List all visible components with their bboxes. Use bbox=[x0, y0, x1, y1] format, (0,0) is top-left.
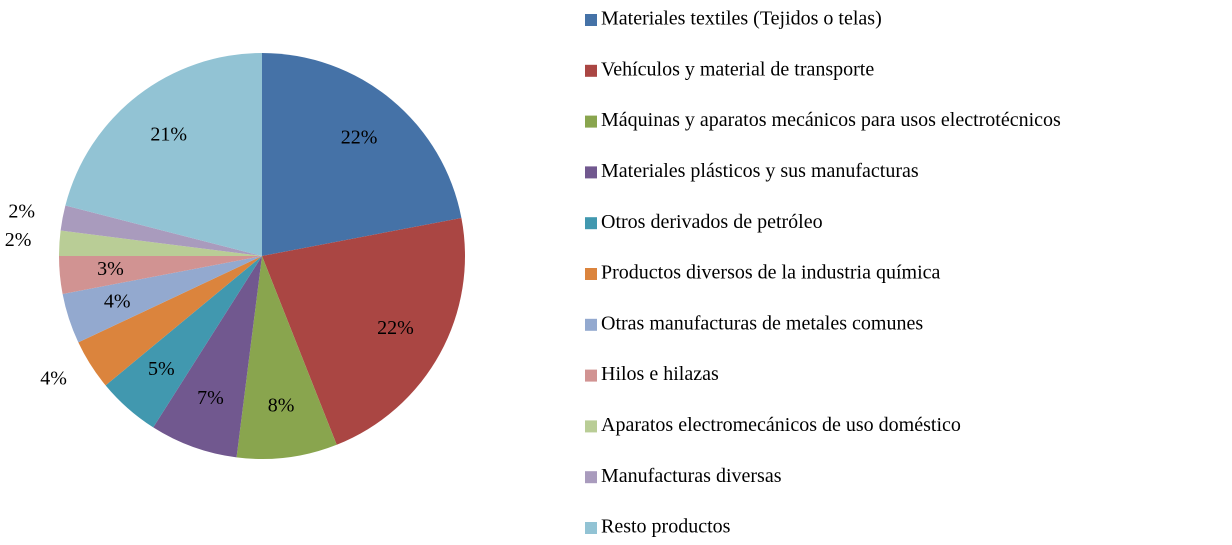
legend-label: Manufacturas diversas bbox=[601, 465, 782, 487]
slice-label: 5% bbox=[148, 358, 175, 380]
legend-swatch bbox=[585, 115, 597, 128]
slice-label: 2% bbox=[8, 200, 35, 222]
legend-swatch bbox=[585, 369, 597, 382]
legend-label: Otros derivados de petróleo bbox=[601, 211, 823, 233]
legend-label: Hilos e hilazas bbox=[601, 363, 719, 385]
legend-swatch bbox=[585, 166, 597, 179]
pie-slice bbox=[236, 256, 337, 459]
legend-label: Materiales plásticos y sus manufacturas bbox=[601, 160, 919, 182]
legend-swatch bbox=[585, 268, 597, 280]
pie-slice bbox=[59, 230, 262, 256]
pie-slice bbox=[59, 256, 262, 295]
legend-label: Máquinas y aparatos mecánicos para usos … bbox=[601, 109, 1061, 131]
slice-label: 3% bbox=[97, 258, 124, 280]
slice-label: 7% bbox=[197, 387, 224, 409]
legend-label: Otras manufacturas de metales comunes bbox=[601, 312, 923, 334]
legend-label: Aparatos electromecánicos de uso domésti… bbox=[601, 414, 961, 436]
legend-swatch bbox=[585, 217, 597, 230]
pie-slice bbox=[60, 205, 263, 256]
pie-slice bbox=[65, 53, 262, 256]
legend-swatch bbox=[585, 522, 597, 534]
legend-label: Resto productos bbox=[601, 516, 731, 538]
pie-slice bbox=[105, 256, 262, 428]
legend-swatch bbox=[585, 318, 597, 331]
pie-slice bbox=[262, 217, 465, 445]
legend-swatch bbox=[585, 64, 597, 77]
legend-label: Productos diversos de la industria quími… bbox=[601, 262, 941, 284]
slice-label: 4% bbox=[104, 291, 131, 313]
slice-label: 21% bbox=[150, 123, 187, 145]
pie-slice bbox=[78, 256, 263, 386]
legend-swatch bbox=[585, 420, 597, 433]
slice-label: 4% bbox=[40, 367, 67, 389]
legend-swatch bbox=[585, 14, 597, 26]
legend-label: Vehículos y material de transporte bbox=[601, 58, 874, 80]
pie-slice bbox=[262, 53, 462, 256]
slice-label: 22% bbox=[341, 126, 378, 148]
pie-slice bbox=[62, 256, 262, 343]
slice-label: 22% bbox=[377, 317, 414, 339]
slice-label: 2% bbox=[5, 229, 32, 251]
pie-slice bbox=[153, 256, 262, 458]
legend-label: Materiales textiles (Tejidos o telas) bbox=[601, 8, 882, 30]
slice-label: 8% bbox=[268, 395, 295, 417]
legend-swatch bbox=[585, 471, 597, 484]
